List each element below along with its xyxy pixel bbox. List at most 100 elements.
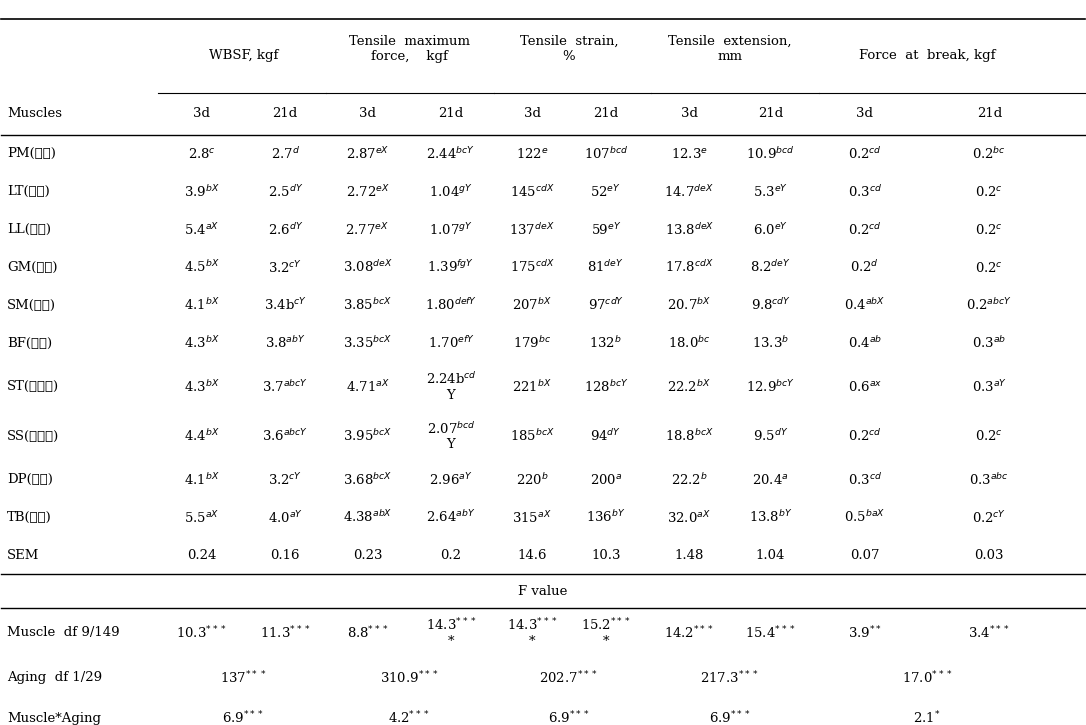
Text: 8.8$^{***}$: 8.8$^{***}$: [346, 624, 389, 641]
Text: 3.68$^{bcX}$: 3.68$^{bcX}$: [343, 472, 392, 487]
Text: 13.8$^{deX}$: 13.8$^{deX}$: [665, 222, 714, 238]
Text: 1.04$^{gY}$: 1.04$^{gY}$: [429, 183, 472, 200]
Text: LL(체끍): LL(체끍): [7, 223, 51, 236]
Text: 15.2$^{***}$: 15.2$^{***}$: [581, 617, 631, 634]
Text: 0.2$^{cd}$: 0.2$^{cd}$: [848, 146, 882, 162]
Text: F value: F value: [518, 585, 568, 597]
Text: 2.24b$^{cd}$: 2.24b$^{cd}$: [426, 372, 477, 387]
Text: Force  at  break, kgf: Force at break, kgf: [859, 49, 995, 62]
Text: 2.7$^{d}$: 2.7$^{d}$: [270, 146, 300, 162]
Text: 0.2$^{c}$: 0.2$^{c}$: [975, 260, 1003, 275]
Text: 3.85$^{bcX}$: 3.85$^{bcX}$: [343, 297, 392, 313]
Text: 0.2$^{abcY}$: 0.2$^{abcY}$: [967, 297, 1012, 313]
Text: 185$^{bcX}$: 185$^{bcX}$: [509, 428, 555, 444]
Text: 179$^{bc}$: 179$^{bc}$: [513, 336, 552, 352]
Text: 3.4$^{***}$: 3.4$^{***}$: [969, 624, 1010, 641]
Text: 22.2$^{b}$: 22.2$^{b}$: [671, 472, 708, 487]
Text: 202.7$^{***}$: 202.7$^{***}$: [540, 669, 598, 686]
Text: 0.2$^{cd}$: 0.2$^{cd}$: [848, 222, 882, 238]
Text: 97$^{cdY}$: 97$^{cdY}$: [588, 297, 624, 313]
Text: 3d: 3d: [856, 107, 873, 120]
Text: 0.3$^{abc}$: 0.3$^{abc}$: [970, 472, 1009, 487]
Text: Muscle  df 9/149: Muscle df 9/149: [7, 626, 119, 639]
Text: 3.2$^{cY}$: 3.2$^{cY}$: [268, 471, 302, 488]
Text: 122$^{e}$: 122$^{e}$: [516, 146, 548, 161]
Text: 3.2$^{cY}$: 3.2$^{cY}$: [268, 260, 302, 276]
Text: 4.71$^{aX}$: 4.71$^{aX}$: [345, 378, 390, 395]
Text: 3.4b$^{cY}$: 3.4b$^{cY}$: [264, 297, 306, 314]
Text: 136$^{bY}$: 136$^{bY}$: [586, 510, 626, 526]
Text: 17.0$^{***}$: 17.0$^{***}$: [901, 669, 952, 686]
Text: 200$^{a}$: 200$^{a}$: [590, 473, 622, 486]
Text: 21d: 21d: [439, 107, 464, 120]
Text: 2.44$^{bcY}$: 2.44$^{bcY}$: [427, 146, 476, 162]
Text: 3.7$^{abcY}$: 3.7$^{abcY}$: [262, 379, 308, 395]
Text: 0.4$^{abX}$: 0.4$^{abX}$: [844, 297, 885, 313]
Text: 6.9$^{***}$: 6.9$^{***}$: [223, 710, 265, 725]
Text: 0.3$^{cd}$: 0.3$^{cd}$: [847, 472, 882, 487]
Text: 137$^{***}$: 137$^{***}$: [220, 669, 267, 686]
Text: 5.4$^{aX}$: 5.4$^{aX}$: [185, 221, 219, 238]
Text: 4.1$^{bX}$: 4.1$^{bX}$: [184, 472, 219, 487]
Text: 9.5$^{dY}$: 9.5$^{dY}$: [753, 428, 788, 444]
Text: 3.6$^{abcY}$: 3.6$^{abcY}$: [262, 428, 308, 444]
Text: 17.8$^{cdX}$: 17.8$^{cdX}$: [665, 260, 714, 276]
Text: 3.95$^{bcX}$: 3.95$^{bcX}$: [343, 428, 392, 444]
Text: 1.04: 1.04: [756, 549, 785, 562]
Text: 1.39$^{fgY}$: 1.39$^{fgY}$: [428, 260, 475, 276]
Text: 3.8$^{abY}$: 3.8$^{abY}$: [265, 336, 305, 352]
Text: 10.9$^{bcd}$: 10.9$^{bcd}$: [746, 146, 795, 162]
Text: DP(업진): DP(업진): [7, 473, 53, 486]
Text: 0.2: 0.2: [441, 549, 462, 562]
Text: 13.8$^{bY}$: 13.8$^{bY}$: [749, 510, 792, 526]
Text: 107$^{bcd}$: 107$^{bcd}$: [583, 146, 628, 162]
Text: 9.8$^{cdY}$: 9.8$^{cdY}$: [750, 297, 791, 313]
Text: 11.3$^{***}$: 11.3$^{***}$: [260, 624, 311, 641]
Text: 10.3: 10.3: [591, 549, 620, 562]
Text: 310.9$^{***}$: 310.9$^{***}$: [380, 669, 439, 686]
Text: SM(우둔): SM(우둔): [7, 299, 55, 312]
Text: 0.16: 0.16: [270, 549, 300, 562]
Text: 14.7$^{deX}$: 14.7$^{deX}$: [665, 183, 715, 199]
Text: ST(홍두계): ST(홍두계): [7, 381, 59, 394]
Text: 3.9$^{bX}$: 3.9$^{bX}$: [184, 183, 219, 199]
Text: 0.24: 0.24: [187, 549, 216, 562]
Text: 2.8$^{c}$: 2.8$^{c}$: [188, 146, 216, 161]
Text: 0.03: 0.03: [974, 549, 1005, 562]
Text: 2.1$^{*}$: 2.1$^{*}$: [913, 710, 940, 725]
Text: Tensile  maximum
force,    kgf: Tensile maximum force, kgf: [349, 35, 470, 63]
Text: 6.0$^{eY}$: 6.0$^{eY}$: [753, 221, 788, 238]
Text: Muscle*Aging: Muscle*Aging: [7, 712, 101, 725]
Text: 4.5$^{bX}$: 4.5$^{bX}$: [184, 260, 219, 276]
Text: 6.9$^{***}$: 6.9$^{***}$: [709, 710, 750, 725]
Text: 137$^{deX}$: 137$^{deX}$: [509, 222, 555, 238]
Text: 1.70$^{efY}$: 1.70$^{efY}$: [428, 336, 475, 352]
Text: 0.2$^{c}$: 0.2$^{c}$: [975, 185, 1003, 199]
Text: 4.3$^{bX}$: 4.3$^{bX}$: [184, 336, 219, 352]
Text: 20.7$^{bX}$: 20.7$^{bX}$: [667, 297, 711, 313]
Text: 2.77$^{eX}$: 2.77$^{eX}$: [345, 221, 390, 238]
Text: 4.38$^{abX}$: 4.38$^{abX}$: [343, 510, 392, 526]
Text: Y: Y: [446, 439, 455, 452]
Text: 0.2$^{cY}$: 0.2$^{cY}$: [972, 509, 1007, 526]
Text: GM(보섭): GM(보섭): [7, 261, 58, 274]
Text: 0.07: 0.07: [850, 549, 880, 562]
Text: Aging  df 1/29: Aging df 1/29: [7, 671, 102, 684]
Text: 145$^{cdX}$: 145$^{cdX}$: [509, 183, 555, 199]
Text: 12.9$^{bcY}$: 12.9$^{bcY}$: [746, 379, 795, 395]
Text: 4.3$^{bX}$: 4.3$^{bX}$: [184, 379, 219, 395]
Text: 3d: 3d: [193, 107, 211, 120]
Text: *: *: [447, 635, 454, 648]
Text: 0.2$^{c}$: 0.2$^{c}$: [975, 223, 1003, 236]
Text: 5.3$^{eY}$: 5.3$^{eY}$: [753, 183, 788, 200]
Text: PM(안심): PM(안심): [7, 147, 55, 160]
Text: 128$^{bcY}$: 128$^{bcY}$: [583, 379, 628, 395]
Text: 32.0$^{aX}$: 32.0$^{aX}$: [667, 509, 711, 526]
Text: Tensile  extension,
mm: Tensile extension, mm: [668, 35, 792, 63]
Text: 14.3$^{***}$: 14.3$^{***}$: [426, 617, 477, 634]
Text: LT(등심): LT(등심): [7, 185, 50, 198]
Text: 4.0$^{aY}$: 4.0$^{aY}$: [267, 509, 303, 526]
Text: 13.3$^{b}$: 13.3$^{b}$: [752, 336, 790, 352]
Text: *: *: [529, 635, 535, 648]
Text: 0.4$^{ab}$: 0.4$^{ab}$: [847, 336, 882, 352]
